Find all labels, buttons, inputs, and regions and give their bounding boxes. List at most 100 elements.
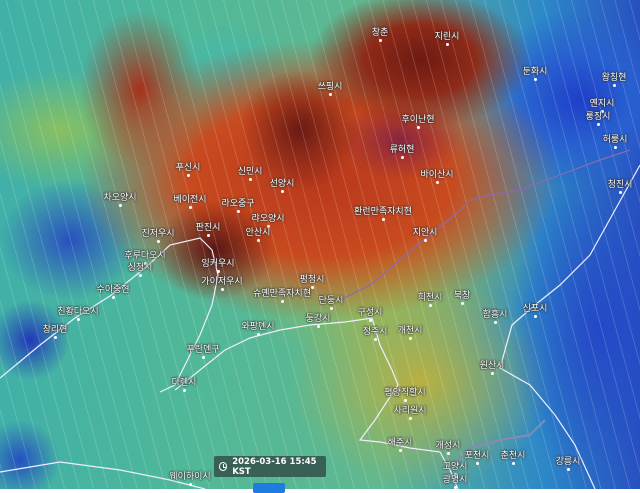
city-dot [429,304,432,307]
city-dot [281,190,284,193]
clock-icon [219,462,228,471]
city-dot [512,462,515,465]
city-label: 정주시 [362,327,388,337]
city-label: 차오양시 [103,193,137,203]
city-label: 신포시 [522,304,548,314]
city-label: 펑청시 [299,275,325,285]
city-label: 룽징시 [585,112,611,122]
city-dot [379,39,382,42]
city-label: 평양직할시 [384,388,426,398]
city-dot [534,78,537,81]
city-label: 웨이하이시 [169,472,211,482]
city-dot [447,452,450,455]
city-dot [202,356,205,359]
city-dot [257,333,260,336]
city-dot [619,191,622,194]
city-dot [237,210,240,213]
city-label: 지안시 [412,228,438,238]
city-label: 슈옌만족자치현 [253,289,311,299]
city-label: 안산시 [245,228,271,238]
city-label: 신민시 [237,167,263,177]
city-dot [221,288,224,291]
city-dot [189,206,192,209]
play-button[interactable] [253,483,285,493]
city-label: 잉커우시 [201,259,235,269]
city-dot [409,337,412,340]
border-line [339,149,631,301]
city-dot [249,178,252,181]
city-dot [183,389,186,392]
city-dot [613,84,616,87]
city-label: 북창 [453,291,471,301]
city-label: 창춘 [371,28,389,38]
city-dot [144,262,147,265]
city-label: 판진시 [195,223,221,233]
shandong-coastline [0,461,206,489]
city-dot [187,174,190,177]
city-dot [417,126,420,129]
city-label: 수이중현 [96,285,130,295]
city-dot [139,274,142,277]
city-dot [54,336,57,339]
city-label: 후이난현 [401,115,435,125]
city-dot [281,300,284,303]
city-label: 바이산시 [420,170,454,180]
bohai-coastline [0,237,219,393]
city-label: 광명시 [442,475,468,485]
city-label: 쓰핑시 [317,82,343,92]
city-dot [614,146,617,149]
city-dot [77,318,80,321]
city-dot [597,123,600,126]
city-label: 푸신시 [175,163,201,173]
city-dot [454,473,457,476]
city-dot [409,417,412,420]
city-dot [257,239,260,242]
city-label: 창리현 [42,325,68,335]
city-label: 지린시 [434,32,460,42]
city-dot [267,225,270,228]
east-coastline [499,164,640,489]
city-label: 단둥시 [318,296,344,306]
city-dot [374,338,377,341]
city-label: 베이전시 [173,195,207,205]
city-dot [311,286,314,289]
city-label: 원산시 [479,361,505,371]
city-dot [329,93,332,96]
city-label: 후루다오시 [124,251,166,261]
city-label: 해주시 [387,438,413,448]
city-label: 라오중구 [221,199,255,209]
city-dot [461,302,464,305]
city-label: 왕칭현 [601,73,627,83]
city-label: 환런만족자치현 [354,207,412,217]
city-label: 춘천시 [500,451,526,461]
city-dot [494,321,497,324]
city-dot [601,110,604,113]
city-dot [404,399,407,402]
city-dot [424,239,427,242]
timestamp-badge[interactable]: 2026-03-16 15:45 KST [214,456,326,477]
city-dot [217,270,220,273]
city-dot [454,486,457,489]
city-label: 류허현 [389,145,415,155]
city-label: 함흥시 [482,310,508,320]
city-label: 친황다오시 [57,307,99,317]
city-dot [330,307,333,310]
city-label: 개성시 [435,441,461,451]
city-label: 희천시 [417,293,443,303]
city-label: 구성시 [357,308,383,318]
city-label: 싱청시 [127,263,153,273]
city-label: 청진시 [607,180,633,190]
city-label: 강릉시 [555,457,581,467]
city-label: 선양시 [269,179,295,189]
city-dot [382,218,385,221]
city-label: 가이저우시 [201,277,243,287]
city-label: 옌지시 [589,99,615,109]
city-dot [189,483,192,486]
city-label: 푸란뎬구 [186,345,220,355]
city-label: 허룽시 [602,135,628,145]
city-label: 진저우시 [141,229,175,239]
city-dot [401,156,404,159]
